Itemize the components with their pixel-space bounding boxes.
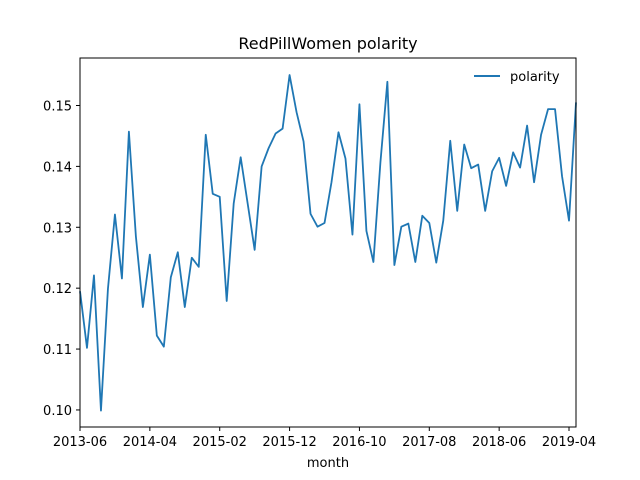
x-axis-label: month — [307, 456, 349, 471]
y-tick-label: 0.10 — [43, 404, 72, 419]
legend-label-polarity: polarity — [510, 70, 560, 85]
polarity-series-line — [79, 74, 577, 412]
y-tick-label: 0.14 — [43, 160, 72, 175]
y-axis-ticks: 0.10 0.11 0.12 0.13 0.14 0.15 — [43, 99, 80, 419]
x-tick-label: 2013-06 — [53, 435, 107, 450]
x-tick-label: 2016-10 — [332, 435, 386, 450]
x-tick-label: 2019-04 — [542, 435, 596, 450]
x-tick-label: 2015-02 — [193, 435, 247, 450]
y-tick-label: 0.11 — [43, 343, 72, 358]
x-tick-label: 2017-08 — [402, 435, 456, 450]
y-tick-label: 0.13 — [43, 221, 72, 236]
x-tick-label: 2015-12 — [262, 435, 316, 450]
x-tick-label: 2018-06 — [472, 435, 526, 450]
y-tick-label: 0.12 — [43, 282, 72, 297]
plot-area-frame — [79, 57, 577, 428]
chart-title: RedPillWomen polarity — [238, 34, 417, 53]
x-axis-ticks: 2013-06 2014-04 2015-02 2015-12 2016-10 2017-… — [53, 427, 596, 450]
x-tick-label: 2014-04 — [123, 435, 177, 450]
y-tick-label: 0.15 — [43, 99, 72, 114]
legend: polarity — [474, 70, 560, 85]
